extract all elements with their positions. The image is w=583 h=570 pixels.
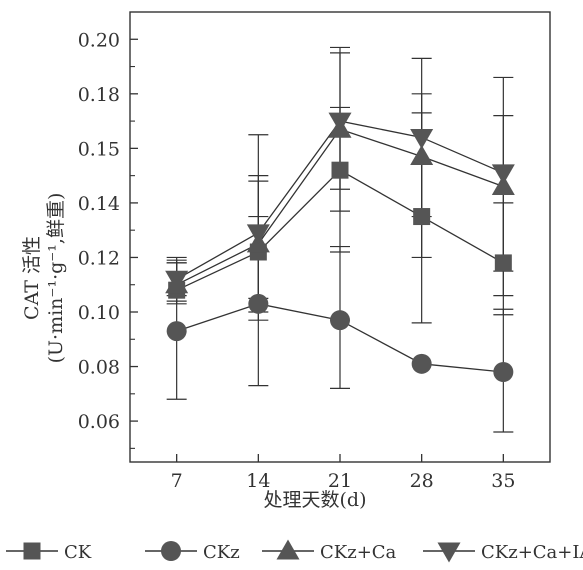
- y-axis-label-line2: (U·min⁻¹·g⁻¹,鲜重): [45, 193, 67, 364]
- legend-label-ckz-ca: CKz+Ca: [320, 542, 397, 563]
- data-point-ck: [413, 208, 431, 226]
- y-tick-label: 0.10: [78, 302, 120, 324]
- data-point-ckz-ca-iaa: [246, 224, 270, 245]
- y-tick-label: 0.12: [78, 247, 120, 269]
- legend-marker-ckz-ca: [276, 539, 300, 560]
- y-tick-label: 0.18: [78, 84, 120, 106]
- y-ticks: 0.06 0.08 0.10 0.12 0.14 0.15 0.18 0.20: [78, 29, 138, 449]
- x-tick-label: 7: [171, 470, 183, 492]
- legend-label-ckz-ca-iaa: CKz+Ca+IAA: [481, 542, 583, 563]
- y-tick-label: 0.20: [78, 29, 120, 51]
- x-axis-label: 处理天数(d): [264, 489, 367, 511]
- data-point-ck: [331, 161, 349, 179]
- data-point-ckz-ca: [410, 145, 434, 166]
- x-tick-label: 14: [246, 470, 270, 492]
- legend-marker-ck: [23, 542, 41, 560]
- legend: CK CKz CKz+Ca CKz+Ca+IAA: [6, 539, 583, 563]
- x-ticks: 7 14 21 28 35: [171, 454, 515, 492]
- data-point-ckz-ca-iaa: [491, 164, 515, 185]
- data-point-ckz: [330, 310, 350, 331]
- data-point-ckz: [493, 362, 514, 382]
- x-tick-label: 21: [328, 470, 352, 492]
- y-tick-label: 0.06: [78, 411, 120, 433]
- y-tick-label: 0.15: [78, 138, 120, 160]
- data-point-ckz: [248, 293, 269, 314]
- data-point-ckz-ca: [491, 175, 515, 196]
- y-tick-label: 0.08: [78, 357, 120, 379]
- legend-label-ck: CK: [64, 542, 92, 563]
- x-tick-label: 28: [410, 470, 434, 492]
- data-point-ckz-ca-iaa: [165, 270, 189, 291]
- y-axis-label-line1: CAT 活性: [21, 236, 43, 320]
- legend-marker-ckz-ca-iaa: [437, 542, 461, 563]
- series-markers: [165, 112, 515, 382]
- data-point-ckz: [166, 321, 187, 342]
- legend-marker-ckz: [161, 541, 181, 561]
- data-point-ckz-ca-iaa: [410, 128, 434, 149]
- data-point-ck: [494, 254, 512, 272]
- x-tick-label: 35: [491, 470, 515, 492]
- data-point-ckz-ca-iaa: [328, 112, 352, 133]
- data-point-ckz: [411, 353, 432, 374]
- y-tick-label: 0.14: [78, 193, 120, 215]
- legend-label-ckz: CKz: [203, 542, 240, 563]
